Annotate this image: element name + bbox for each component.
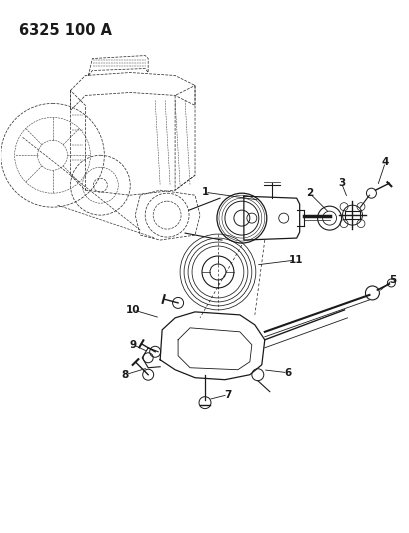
Text: 11: 11 bbox=[288, 255, 302, 265]
Text: 6: 6 bbox=[283, 368, 291, 378]
Text: 9: 9 bbox=[129, 340, 137, 350]
Text: 2: 2 bbox=[305, 188, 312, 198]
Text: 8: 8 bbox=[121, 370, 128, 379]
Text: 7: 7 bbox=[224, 390, 231, 400]
Text: 6325 100 A: 6325 100 A bbox=[18, 22, 111, 38]
Text: 10: 10 bbox=[126, 305, 140, 315]
Text: 1: 1 bbox=[201, 187, 208, 197]
Text: 5: 5 bbox=[388, 275, 395, 285]
Text: 3: 3 bbox=[337, 178, 344, 188]
Text: 4: 4 bbox=[381, 157, 388, 167]
